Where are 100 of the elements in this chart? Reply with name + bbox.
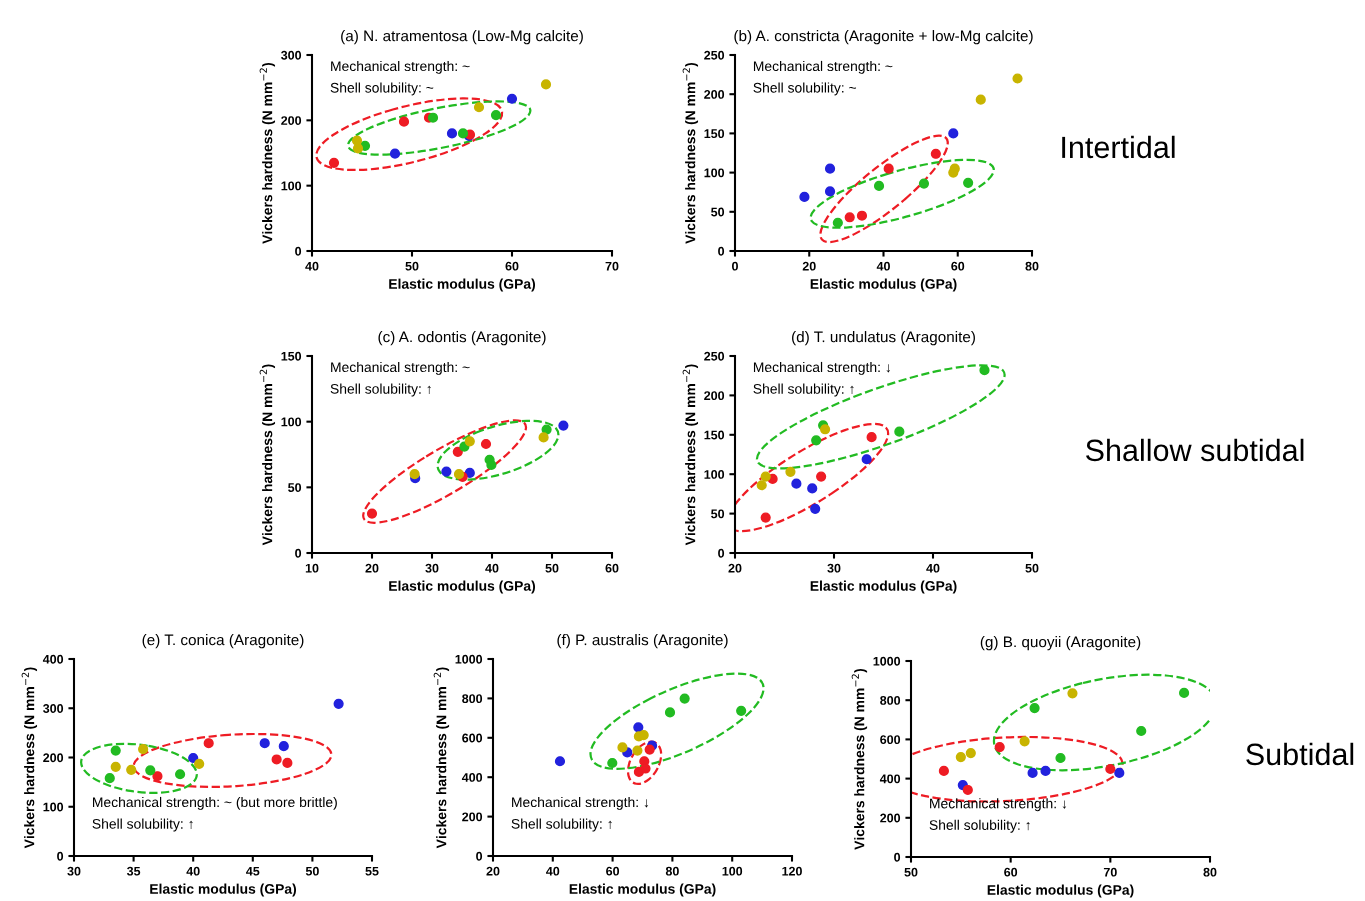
y-tick-label: 0 [718,246,725,256]
x-tick-label: 20 [802,261,816,271]
x-tick-label: 80 [1203,867,1217,877]
annotation: Mechanical strength: ↓ [512,796,649,810]
y-tick-label: 100 [281,417,302,427]
annotation: Shell solubility: ↑ [511,818,612,832]
chart-title: (f) P. australis (Aragonite) [557,634,728,649]
x-tick-label: 40 [546,866,560,876]
y-tick-label: 100 [704,470,725,479]
y-tick-label: 400 [461,773,483,782]
y-tick-label: 200 [462,812,483,822]
y-tick-label: 50 [711,509,725,519]
annotation: Shell solubility: ↑ [92,818,193,832]
y-tick-label: 1000 [873,656,901,666]
y-tick-label: 800 [880,696,901,705]
x-tick-label: 55 [365,866,379,876]
annotation: Shell solubility: ↑ [929,819,1030,833]
y-tick-label: 150 [281,351,302,361]
y-tick-label: 200 [704,90,725,99]
y-tick-label: 400 [42,654,64,664]
chart-title: (b) A. constricta (Aragonite + low-Mg calcite) [734,30,1033,45]
x-tick-label: 50 [1025,563,1039,573]
y-axis-title: Vickers hardness (N mm$^{−2}$) [259,62,276,244]
x-axis-title: Elastic modulus (GPa) [987,884,1134,898]
y-axis-title: Vickers hardness (N mm$^{−2}$) [682,364,699,546]
x-tick-label: 60 [505,261,519,271]
x-tick-label: 40 [485,563,499,573]
chart-title: (g) B. quoyii (Aragonite) [980,636,1141,651]
y-tick-label: 200 [43,753,64,763]
y-tick-label: 50 [711,207,725,217]
x-tick-label: 60 [606,866,620,876]
annotation: Mechanical strength: ~ [753,60,893,74]
x-axis-title: Elastic modulus (GPa) [810,580,957,594]
annotation: Shell solubility: ↑ [753,383,854,397]
text: Shallow subtidal [1085,438,1304,462]
y-tick-label: 100 [281,181,302,191]
y-tick-label: 300 [43,704,64,713]
x-tick-label: 35 [126,866,141,876]
y-tick-label: 100 [43,802,64,812]
chart-title: (e) T. conica (Aragonite) [142,634,304,649]
x-tick-label: 80 [665,866,679,876]
x-axis-title: Elastic modulus (GPa) [389,278,536,292]
x-tick-label: 40 [186,866,200,876]
x-tick-label: 70 [605,261,619,271]
x-tick-label: 40 [305,261,319,271]
x-tick-label: 70 [1103,867,1117,877]
y-tick-label: 0 [57,851,64,861]
x-tick-label: 20 [365,563,379,573]
chart-title: (c) A. odontis (Aragonite) [378,331,546,346]
x-tick-label: 50 [405,261,419,271]
annotation: Mechanical strength: ↓ [753,361,890,375]
chart-title: (d) T. undulatus (Aragonite) [792,331,975,346]
y-axis-title: Vickers hardness (N mm$^{−2}$) [259,364,276,546]
chart-title: (a) N. atramentosa (Low-Mg calcite) [341,30,583,45]
y-tick-label: 0 [295,548,302,558]
annotation: Mechanical strength: ~ [331,60,470,74]
y-tick-label: 1000 [455,654,483,664]
x-tick-label: 30 [827,563,841,573]
y-tick-label: 0 [476,851,483,861]
annotation: Mechanical strength: ~ [331,361,470,375]
x-tick-label: 60 [1004,867,1018,877]
y-tick-label: 200 [704,391,725,401]
y-tick-label: 250 [704,50,725,60]
y-tick-label: 400 [879,774,901,784]
y-tick-label: 800 [462,694,483,704]
y-tick-label: 150 [704,129,725,139]
x-tick-label: 60 [951,261,965,271]
annotation: Shell solubility: ~ [753,82,857,96]
y-axis-title: Vickers hardness (N mm$^{−2}$) [851,668,868,850]
x-axis-title: Elastic modulus (GPa) [389,580,536,594]
annotation: Mechanical strength: ~ (but more brittle) [93,796,337,810]
x-axis-title: Elastic modulus (GPa) [810,278,957,292]
x-tick-label: 120 [782,866,802,876]
y-axis-title: Vickers hardness (N mm$^{−2}$) [21,667,38,849]
y-tick-label: 600 [462,733,483,743]
x-tick-label: 40 [876,261,890,271]
y-tick-label: 150 [704,430,725,440]
y-tick-label: 200 [880,813,901,823]
y-tick-label: 200 [281,116,302,125]
y-tick-label: 0 [718,548,725,558]
y-tick-label: 600 [880,735,901,745]
x-tick-label: 0 [732,261,738,271]
x-tick-label: 10 [305,563,319,573]
x-tick-label: 30 [67,866,81,876]
x-tick-label: 80 [1025,261,1039,271]
y-tick-label: 250 [704,351,725,361]
annotation: Shell solubility: ↑ [330,383,431,397]
annotation: Mechanical strength: ↓ [930,798,1067,812]
x-tick-label: 20 [728,563,742,573]
y-tick-label: 300 [281,50,302,60]
x-tick-label: 40 [926,563,940,573]
x-tick-label: 30 [425,563,439,573]
x-axis-title: Elastic modulus (GPa) [569,883,716,897]
x-tick-label: 20 [486,866,500,876]
x-tick-label: 60 [605,563,619,573]
y-axis-title: Vickers hardness (N mm$^{−2}$) [433,667,450,849]
x-tick-label: 45 [246,866,260,876]
x-tick-label: 50 [305,866,319,876]
y-tick-label: 0 [295,246,302,256]
y-tick-label: 0 [894,852,901,862]
